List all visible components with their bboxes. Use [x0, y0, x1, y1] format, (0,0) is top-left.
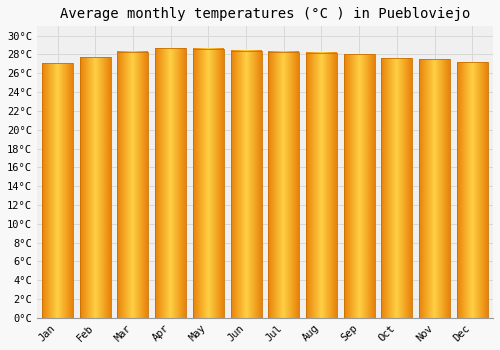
- Bar: [42, 63, 73, 318]
- Bar: [344, 55, 374, 318]
- Title: Average monthly temperatures (°C ) in Puebloviejo: Average monthly temperatures (°C ) in Pu…: [60, 7, 470, 21]
- Bar: [80, 57, 110, 318]
- Bar: [457, 62, 488, 318]
- Bar: [155, 48, 186, 318]
- Bar: [193, 49, 224, 318]
- Bar: [382, 58, 412, 318]
- Bar: [306, 52, 337, 318]
- Bar: [419, 59, 450, 318]
- Bar: [268, 52, 299, 318]
- Bar: [230, 51, 262, 318]
- Bar: [118, 52, 148, 318]
